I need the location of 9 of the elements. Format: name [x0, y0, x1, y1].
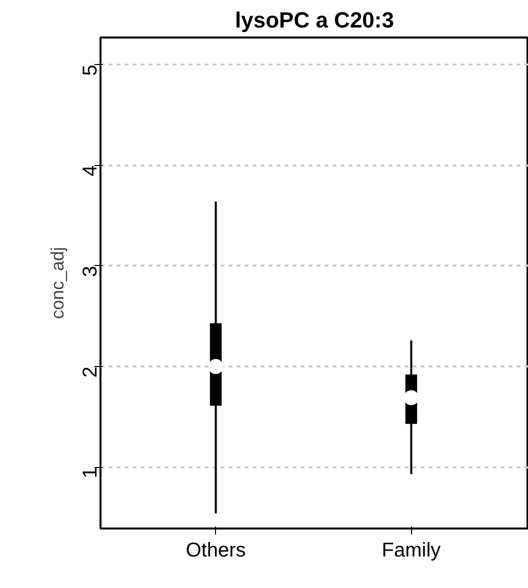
y-tick-label: 2 — [80, 366, 102, 378]
x-tick-label: Others — [186, 540, 246, 562]
x-tick-label: Family — [382, 540, 441, 562]
y-tick-label: 1 — [80, 467, 102, 478]
chart-title: lysoPC a C20:3 — [235, 8, 394, 32]
y-tick-label: 5 — [80, 64, 102, 76]
y-tick-label: 3 — [80, 266, 102, 278]
y-tick-label: 4 — [80, 165, 102, 176]
y-axis-title: conc_adj — [48, 246, 68, 320]
